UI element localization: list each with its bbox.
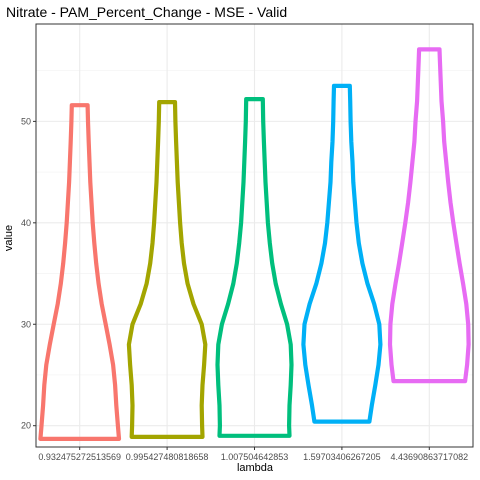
violin-4: [301, 83, 383, 424]
y-tick-label: 30: [21, 319, 31, 329]
x-tick-label: 1.007504642853: [221, 452, 289, 462]
y-axis-title: value: [3, 225, 15, 251]
violin-3: [215, 96, 294, 438]
chart-title: Nitrate - PAM_Percent_Change - MSE - Val…: [6, 4, 287, 20]
violin-2: [126, 99, 208, 439]
x-axis-title: lambda: [237, 462, 274, 474]
x-tick-label: 0.932475272513569: [38, 452, 121, 462]
x-tick-label: 0.995427480818658: [126, 452, 209, 462]
plot-area: 20 30 40 50 0.932475272513569 0.9954274808186…: [21, 23, 474, 462]
violin-5: [387, 47, 471, 384]
x-tick-label: 1.59703406267205: [303, 452, 381, 462]
x-tick-label: 4.43690863717082: [391, 452, 469, 462]
y-tick-label: 20: [21, 421, 31, 431]
y-tick-label: 50: [21, 116, 31, 126]
y-tick-label: 40: [21, 218, 31, 228]
violin-1: [38, 103, 122, 441]
